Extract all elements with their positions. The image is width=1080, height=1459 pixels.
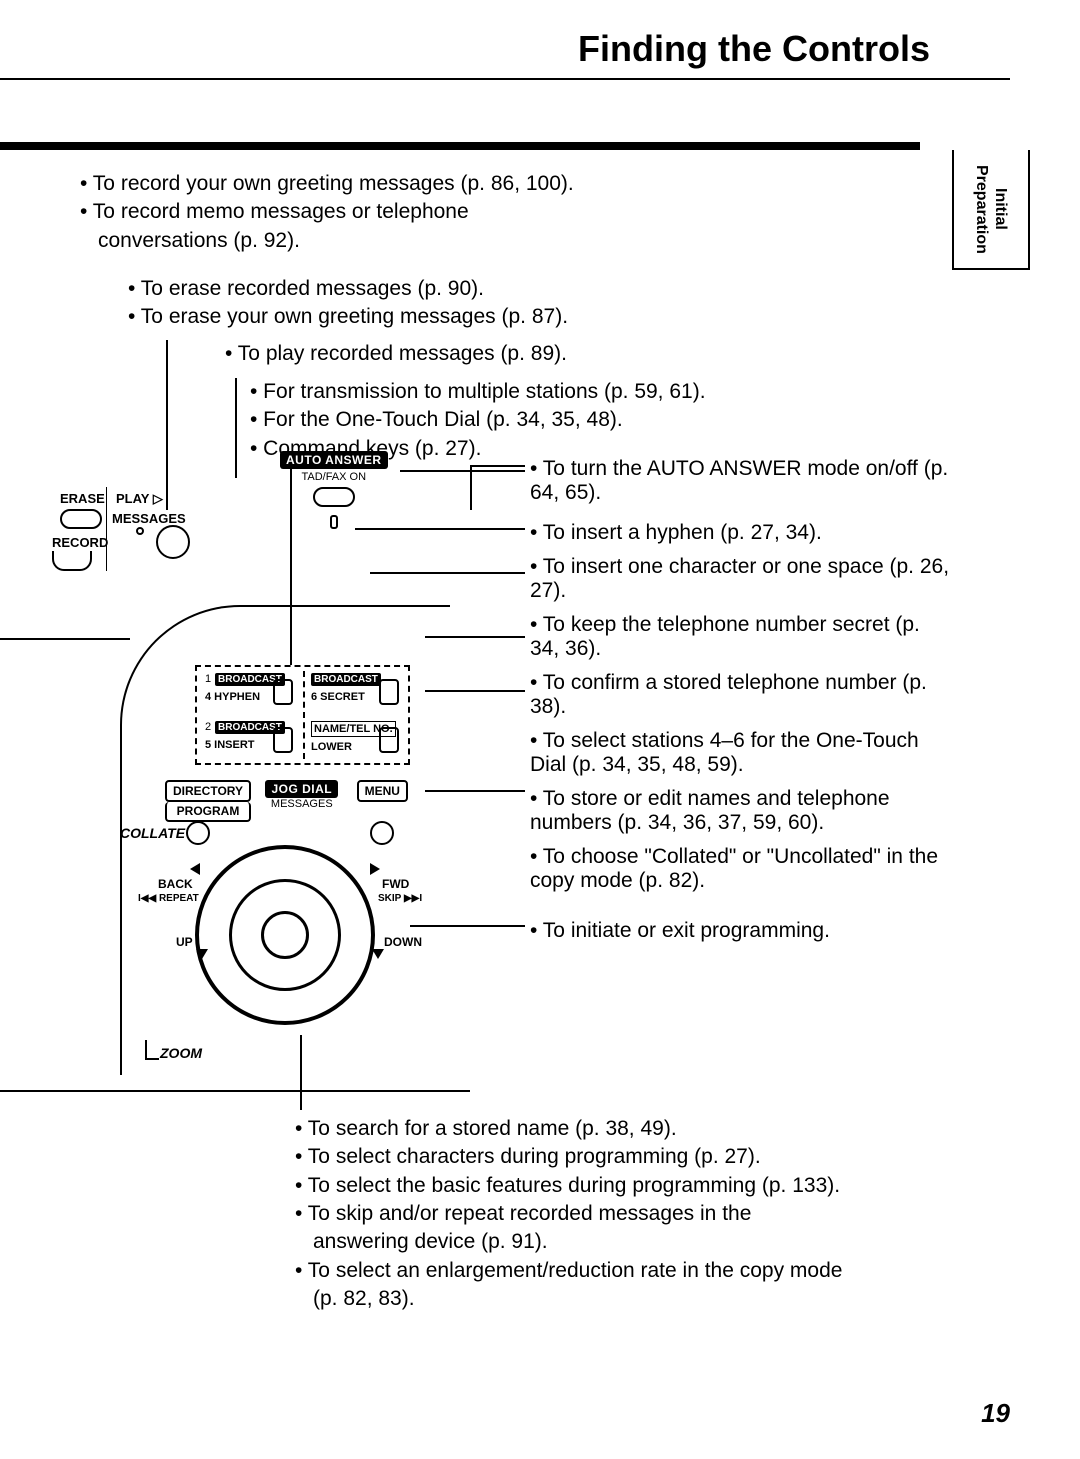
down-label: DOWN: [384, 935, 422, 949]
menu-button: MENU: [357, 780, 408, 802]
one-touch-keypad: 1BROADCAST 4 HYPHEN BROADCAST 6 SECRET 2…: [195, 665, 410, 765]
auto-answer-label: AUTO ANSWER: [280, 451, 388, 469]
side-tab-text: Initial Preparation: [972, 150, 1010, 268]
title-rule: [0, 78, 1010, 80]
back-label: BACK: [158, 877, 193, 891]
play-button: [156, 525, 190, 559]
record-button: [52, 551, 92, 571]
jog-notes: • To search for a stored name (p. 38, 49…: [295, 1115, 935, 1313]
right-column: • To turn the AUTO ANSWER mode on/off (p…: [530, 457, 950, 953]
play-label: PLAY ▷: [116, 491, 163, 507]
handset-icon: [330, 515, 338, 529]
erase-button: [60, 509, 102, 529]
messages-label: MESSAGES: [112, 511, 186, 526]
page-number: 19: [981, 1398, 1010, 1429]
leader-auto-h: [470, 465, 525, 467]
side-tab: Initial Preparation: [952, 150, 1030, 270]
jog-dial: [195, 845, 375, 1025]
note-menu: • To initiate or exit programming.: [530, 919, 950, 943]
note-auto-answer: • To turn the AUTO ANSWER mode on/off (p…: [530, 457, 950, 505]
message-controls: ERASE PLAY ▷ MESSAGES RECORD: [60, 491, 250, 591]
note-store-names: • To store or edit names and telephone n…: [530, 787, 950, 835]
note-secret: • To keep the telephone number secret (p…: [530, 613, 950, 661]
up-label: UP: [176, 935, 193, 949]
double-rule: [0, 142, 920, 150]
play-notes: • To play recorded messages (p. 89).: [225, 340, 825, 368]
fwd-label: FWD: [382, 877, 409, 891]
erase-notes: • To erase recorded messages (p. 90). • …: [128, 275, 728, 332]
note-insert-char: • To insert one character or one space (…: [530, 555, 950, 603]
menu-indicator: [370, 821, 394, 845]
repeat-label: I◀◀ REPEAT: [138, 893, 199, 904]
note-confirm: • To confirm a stored telephone number (…: [530, 671, 950, 719]
collate-button: [186, 821, 210, 845]
erase-label: ERASE: [60, 491, 105, 506]
messages-led: [136, 527, 144, 535]
zoom-label: ZOOM: [160, 1045, 202, 1061]
note-collate: • To choose "Collated" or "Uncollated" i…: [530, 845, 950, 893]
note-hyphen: • To insert a hyphen (p. 27, 34).: [530, 521, 950, 545]
note-stations: • To select stations 4–6 for the One-Tou…: [530, 729, 950, 777]
device-diagram: ERASE PLAY ▷ MESSAGES RECORD AUTO ANSWER…: [0, 445, 470, 1125]
page-title: Finding the Controls: [578, 28, 930, 70]
skip-label: SKIP ▶▶I: [378, 893, 422, 904]
record-label: RECORD: [52, 535, 108, 550]
mode-buttons: DIRECTORY PROGRAM JOG DIAL MESSAGES MENU: [165, 780, 425, 822]
auto-answer-button: [313, 487, 355, 507]
record-notes: • To record your own greeting messages (…: [80, 170, 680, 255]
auto-answer-group: AUTO ANSWER TAD/FAX ON: [280, 451, 388, 529]
collate-label: COLLATE: [120, 825, 185, 841]
tadfax-label: TAD/FAX ON: [280, 471, 388, 483]
